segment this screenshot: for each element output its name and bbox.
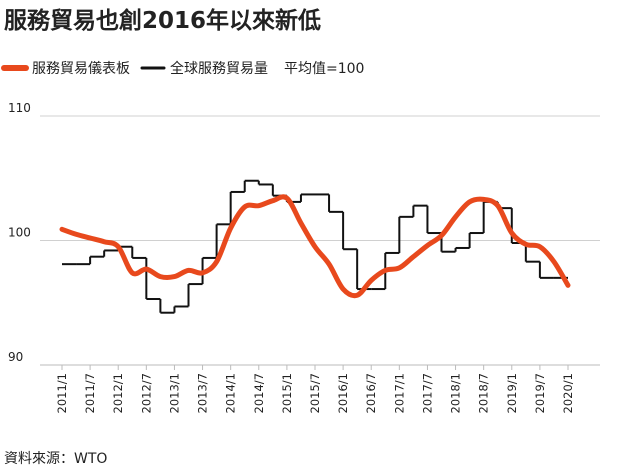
note: 平均值=100: [284, 61, 364, 77]
y-tick-label: 110: [8, 101, 31, 115]
x-tick-label: 2015/1: [280, 373, 294, 413]
x-tick-label: 2014/1: [224, 373, 238, 413]
legend: 服務貿易儀表板 全球服務貿易量 平均值=100: [1, 60, 364, 77]
x-tick-label: 2016/7: [364, 373, 378, 413]
x-tick-label: 2013/7: [196, 373, 210, 413]
legend-label: 全球服務貿易量: [170, 60, 268, 77]
x-tick-label: 2014/7: [252, 373, 266, 413]
x-tick-label: 2018/1: [449, 373, 463, 413]
x-tick-label: 2011/1: [55, 373, 69, 413]
x-tick-label: 2017/7: [420, 373, 434, 413]
x-tick-label: 2019/1: [505, 373, 519, 413]
x-tick-label: 2017/1: [392, 373, 406, 413]
chart-title: 服務貿易也創2016年以來新低: [4, 7, 321, 34]
y-tick-label: 100: [8, 226, 31, 240]
source: 資料來源：WTO: [4, 451, 107, 467]
x-tick-label: 2012/7: [139, 373, 153, 413]
x-tick-label: 2020/1: [561, 373, 575, 413]
x-tick-label: 2016/1: [336, 373, 350, 413]
y-tick-label: 90: [8, 350, 23, 364]
x-tick-label: 2018/7: [477, 373, 491, 413]
legend-label: 服務貿易儀表板: [32, 61, 130, 77]
x-tick-label: 2011/7: [83, 373, 97, 413]
series-line: [59, 194, 571, 299]
x-tick-label: 2019/7: [533, 373, 547, 413]
x-tick-label: 2015/7: [308, 373, 322, 413]
x-tick-label: 2013/1: [167, 373, 181, 413]
x-tick-label: 2012/1: [111, 373, 125, 413]
